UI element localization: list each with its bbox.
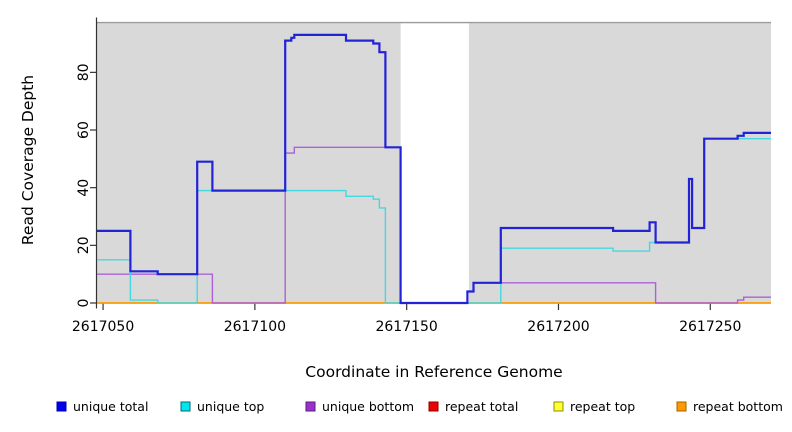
y-tick-label: 60 bbox=[76, 121, 92, 139]
masked-region bbox=[400, 23, 469, 304]
legend-swatch-repeat-top bbox=[553, 401, 564, 412]
x-tick-label: 2617050 bbox=[72, 319, 134, 335]
legend-swatch-repeat-total bbox=[428, 401, 439, 412]
y-tick-label: 0 bbox=[76, 299, 92, 308]
x-tick-label: 2617200 bbox=[527, 319, 589, 335]
legend-swatch-unique-total bbox=[56, 401, 67, 412]
legend-label-unique-total: unique total bbox=[73, 399, 148, 414]
legend-swatch-repeat-bottom bbox=[676, 401, 687, 412]
series-unique-total-line bbox=[97, 33, 771, 305]
legend: unique total unique top unique bottom repea… bbox=[56, 399, 783, 414]
y-tick-label: 80 bbox=[76, 63, 92, 81]
legend-swatch-unique-bottom bbox=[305, 401, 316, 412]
legend-label-unique-top: unique top bbox=[197, 399, 264, 414]
plot-area: 0 20 40 60 80 2617050 2617100 2617150 2617200 261… bbox=[72, 17, 771, 335]
legend-label-unique-bottom: unique bottom bbox=[322, 399, 414, 414]
y-axis-title: Read Coverage Depth bbox=[19, 75, 37, 245]
legend-label-repeat-bottom: repeat bottom bbox=[693, 399, 783, 414]
x-tick-label: 2617150 bbox=[375, 319, 437, 335]
y-tick-label: 20 bbox=[76, 236, 92, 254]
x-tick-label: 2617100 bbox=[224, 319, 286, 335]
x-axis-title: Coordinate in Reference Genome bbox=[305, 363, 562, 381]
x-tick-label: 2617250 bbox=[679, 319, 741, 335]
legend-label-repeat-top: repeat top bbox=[570, 399, 635, 414]
legend-label-repeat-total: repeat total bbox=[445, 399, 518, 414]
legend-swatch-unique-top bbox=[180, 401, 191, 412]
y-tick-label: 40 bbox=[76, 179, 92, 197]
